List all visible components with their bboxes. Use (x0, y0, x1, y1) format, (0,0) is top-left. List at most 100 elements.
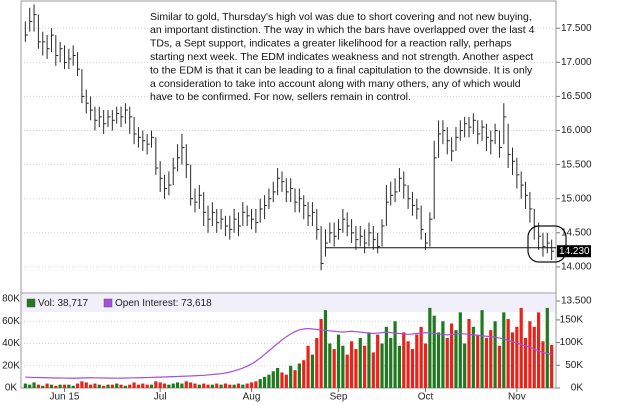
volume-bar (158, 382, 162, 388)
volume-bar (441, 321, 445, 388)
volume-bar (406, 341, 410, 388)
volume-bar (236, 383, 241, 388)
volume-bar (454, 330, 458, 388)
y2-tick-label: 150K (560, 315, 584, 326)
volume-bar (102, 385, 106, 388)
volume-layer: 0K 20K 40K 60K 80K 0K 50K 100K 150K Jun 15 Jul Aug S… (2, 294, 583, 403)
volume-bar (297, 363, 301, 388)
price-layer: 13.500 14.000 14.500 15.000 15.500 16.000 16.5… (21, 4, 592, 307)
volume-bar (71, 385, 75, 388)
x-tick-label: Oct (418, 392, 434, 403)
volume-bar (180, 383, 184, 388)
volume-bar (115, 383, 119, 388)
annotation-line: have to be confirmed. For now, sellers r… (150, 91, 411, 103)
volume-bar (367, 332, 371, 388)
volume-bar (436, 332, 441, 388)
volume-bar (62, 384, 67, 388)
volume-bar (497, 345, 502, 388)
volume-bar (232, 384, 236, 388)
last-price-label: 14.230 (559, 246, 590, 257)
volume-bar (228, 384, 232, 388)
volume-bar (306, 345, 310, 388)
volume-bar (506, 319, 510, 388)
volume-bar (458, 312, 462, 388)
volume-bar (515, 326, 519, 388)
volume-bar (32, 382, 36, 388)
volume-bar (154, 381, 158, 388)
volume-bar (341, 345, 345, 388)
volume-bar (162, 383, 167, 388)
volume-bar (523, 337, 528, 388)
price-panel (20, 0, 557, 294)
x-tick-label: Aug (243, 392, 261, 403)
volume-bar (106, 384, 110, 388)
volume-bar (241, 384, 245, 388)
y-tick-label: 17.500 (561, 23, 592, 34)
volume-bar (423, 343, 428, 388)
volume-bar (393, 321, 397, 388)
x-tick-label: Sep (330, 392, 348, 403)
volume-bar (332, 349, 336, 388)
volume-bar (184, 381, 188, 388)
volume-bar (432, 315, 436, 388)
volume-bar (36, 384, 40, 388)
volume-bar (145, 384, 149, 388)
open-interest-line (25, 327, 552, 379)
volume-bar (206, 384, 210, 388)
y-tick-label: 13.500 (561, 296, 592, 307)
volume-bar (489, 330, 493, 388)
volume-bar (528, 321, 532, 388)
volume-bar (289, 365, 293, 388)
y2-tick-label: 100K (560, 337, 584, 348)
volume-bar (254, 381, 258, 388)
y-tick-label: 40K (2, 338, 20, 349)
y-tick-label: 16.500 (561, 91, 592, 102)
volume-bar (28, 384, 32, 388)
volume-bar (354, 349, 358, 388)
volume-bar (88, 384, 93, 388)
volume-bar (284, 374, 288, 388)
volume-bar (132, 382, 136, 388)
volume-bar (410, 349, 415, 388)
volume-bar (219, 384, 223, 388)
volume-bar (41, 385, 45, 388)
volume-bar (319, 319, 323, 388)
volume-bar (480, 310, 484, 388)
volume-bar (210, 384, 214, 388)
last-price-box (557, 245, 591, 258)
volume-bar (202, 383, 206, 388)
volume-bar (493, 321, 497, 388)
y-tick-label: 0K (5, 383, 18, 394)
volume-bar (276, 367, 280, 388)
volume-bar (467, 319, 471, 388)
volume-bar (323, 310, 328, 388)
volume-bar (384, 326, 388, 388)
y-tick-label: 60K (2, 316, 20, 327)
volume-bar (58, 384, 62, 388)
volume-bar (93, 383, 97, 388)
volume-bar (245, 383, 249, 388)
volume-bar (428, 307, 432, 388)
volume-bar (545, 307, 549, 388)
y-tick-label: 16.000 (561, 125, 592, 136)
volume-bar (110, 384, 114, 388)
volume-bar (123, 385, 127, 388)
volume-bar (54, 385, 58, 388)
highlight-circle (527, 225, 567, 263)
volume-bar (223, 383, 228, 388)
annotation-line: Similar to gold, Thursday's high vol was… (150, 11, 532, 23)
volume-bar (80, 381, 84, 388)
annotation-line: an important distinction. The way in whi… (150, 24, 535, 36)
volume-bar (197, 384, 201, 388)
volume-bar (193, 383, 197, 388)
volume-bar (380, 343, 384, 388)
x-tick-label: Jul (154, 392, 167, 403)
volume-bar (45, 383, 49, 388)
volume-bar (419, 326, 423, 388)
volume-bar (175, 382, 180, 388)
volume-bar (215, 383, 219, 388)
volume-bar (550, 344, 554, 388)
volume-bar (293, 370, 297, 388)
y-tick-label: 17.000 (561, 57, 592, 68)
